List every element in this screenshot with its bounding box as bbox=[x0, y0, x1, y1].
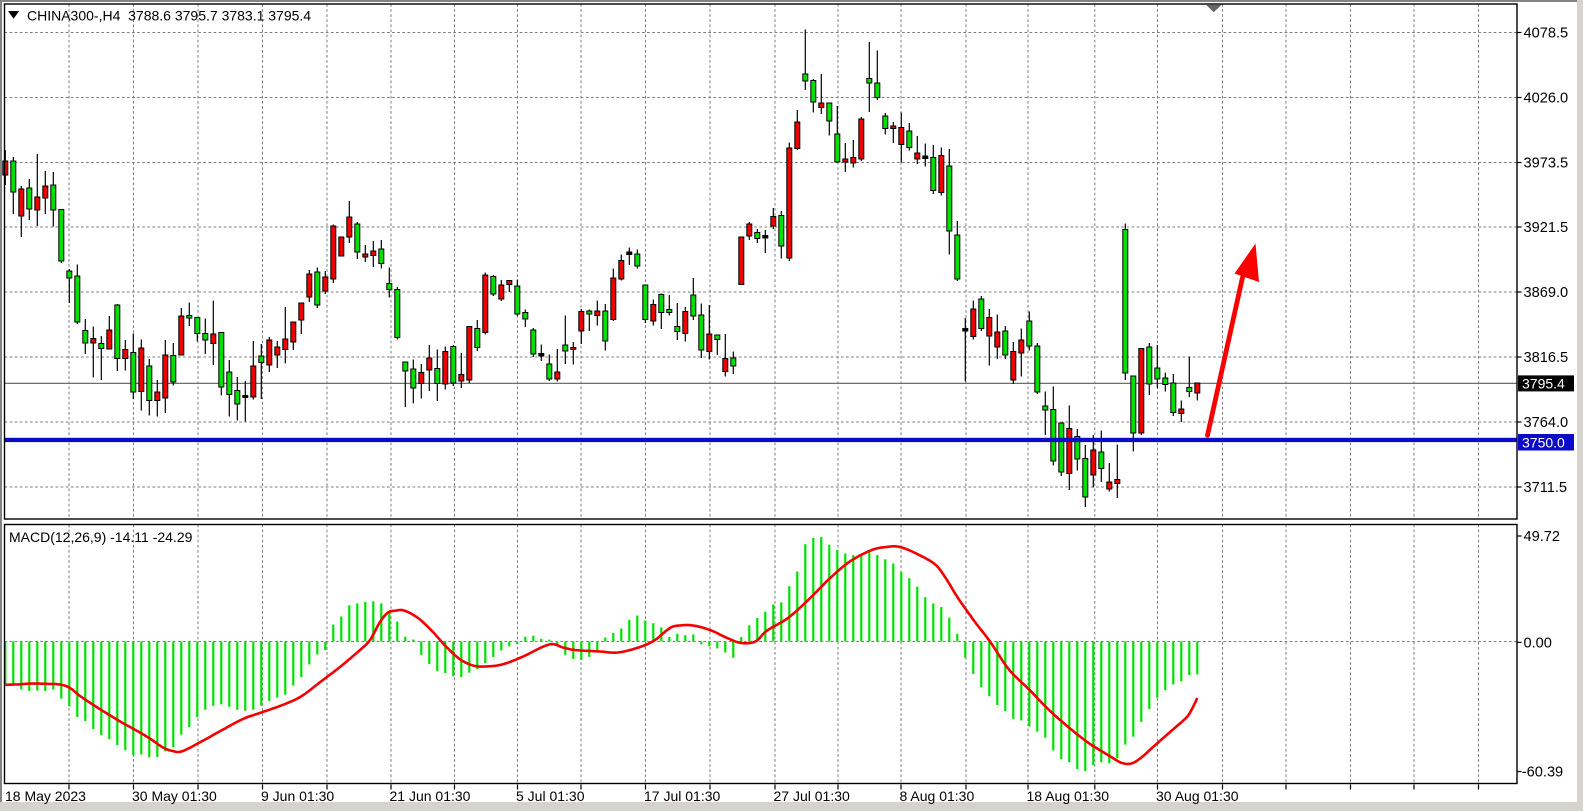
svg-text:17 Jul 01:30: 17 Jul 01:30 bbox=[644, 788, 720, 804]
svg-text:3711.5: 3711.5 bbox=[1524, 480, 1568, 496]
svg-text:4078.5: 4078.5 bbox=[1524, 26, 1569, 42]
svg-text:0.00: 0.00 bbox=[1524, 635, 1552, 651]
svg-text:21 Jun 01:30: 21 Jun 01:30 bbox=[390, 788, 471, 804]
svg-text:30 May 01:30: 30 May 01:30 bbox=[132, 788, 217, 804]
svg-text:4026.0: 4026.0 bbox=[1524, 91, 1569, 107]
svg-text:3869.0: 3869.0 bbox=[1524, 285, 1569, 301]
svg-text:3795.4: 3795.4 bbox=[1522, 375, 1565, 391]
svg-text:18 Aug 01:30: 18 Aug 01:30 bbox=[1027, 788, 1110, 804]
svg-text:-60.39: -60.39 bbox=[1522, 765, 1563, 781]
svg-text:49.72: 49.72 bbox=[1524, 529, 1561, 545]
svg-text:3750.0: 3750.0 bbox=[1522, 434, 1565, 450]
svg-text:3764.0: 3764.0 bbox=[1524, 415, 1569, 431]
svg-text:5 Jul 01:30: 5 Jul 01:30 bbox=[516, 788, 585, 804]
svg-text:MACD(12,26,9) -14.11 -24.29: MACD(12,26,9) -14.11 -24.29 bbox=[9, 529, 193, 545]
svg-text:30 Aug 01:30: 30 Aug 01:30 bbox=[1156, 788, 1239, 804]
svg-text:18 May 2023: 18 May 2023 bbox=[5, 788, 86, 804]
svg-text:9 Jun 01:30: 9 Jun 01:30 bbox=[261, 788, 334, 804]
svg-text:27 Jul 01:30: 27 Jul 01:30 bbox=[774, 788, 850, 804]
svg-text:3921.5: 3921.5 bbox=[1524, 220, 1569, 236]
svg-text:3973.5: 3973.5 bbox=[1524, 156, 1569, 172]
svg-text:CHINA300-,H4 3788.6 3795.7 37: CHINA300-,H4 3788.6 3795.7 3783.1 3795.4 bbox=[27, 8, 311, 24]
svg-text:8 Aug 01:30: 8 Aug 01:30 bbox=[900, 788, 975, 804]
svg-text:3816.5: 3816.5 bbox=[1524, 350, 1569, 366]
